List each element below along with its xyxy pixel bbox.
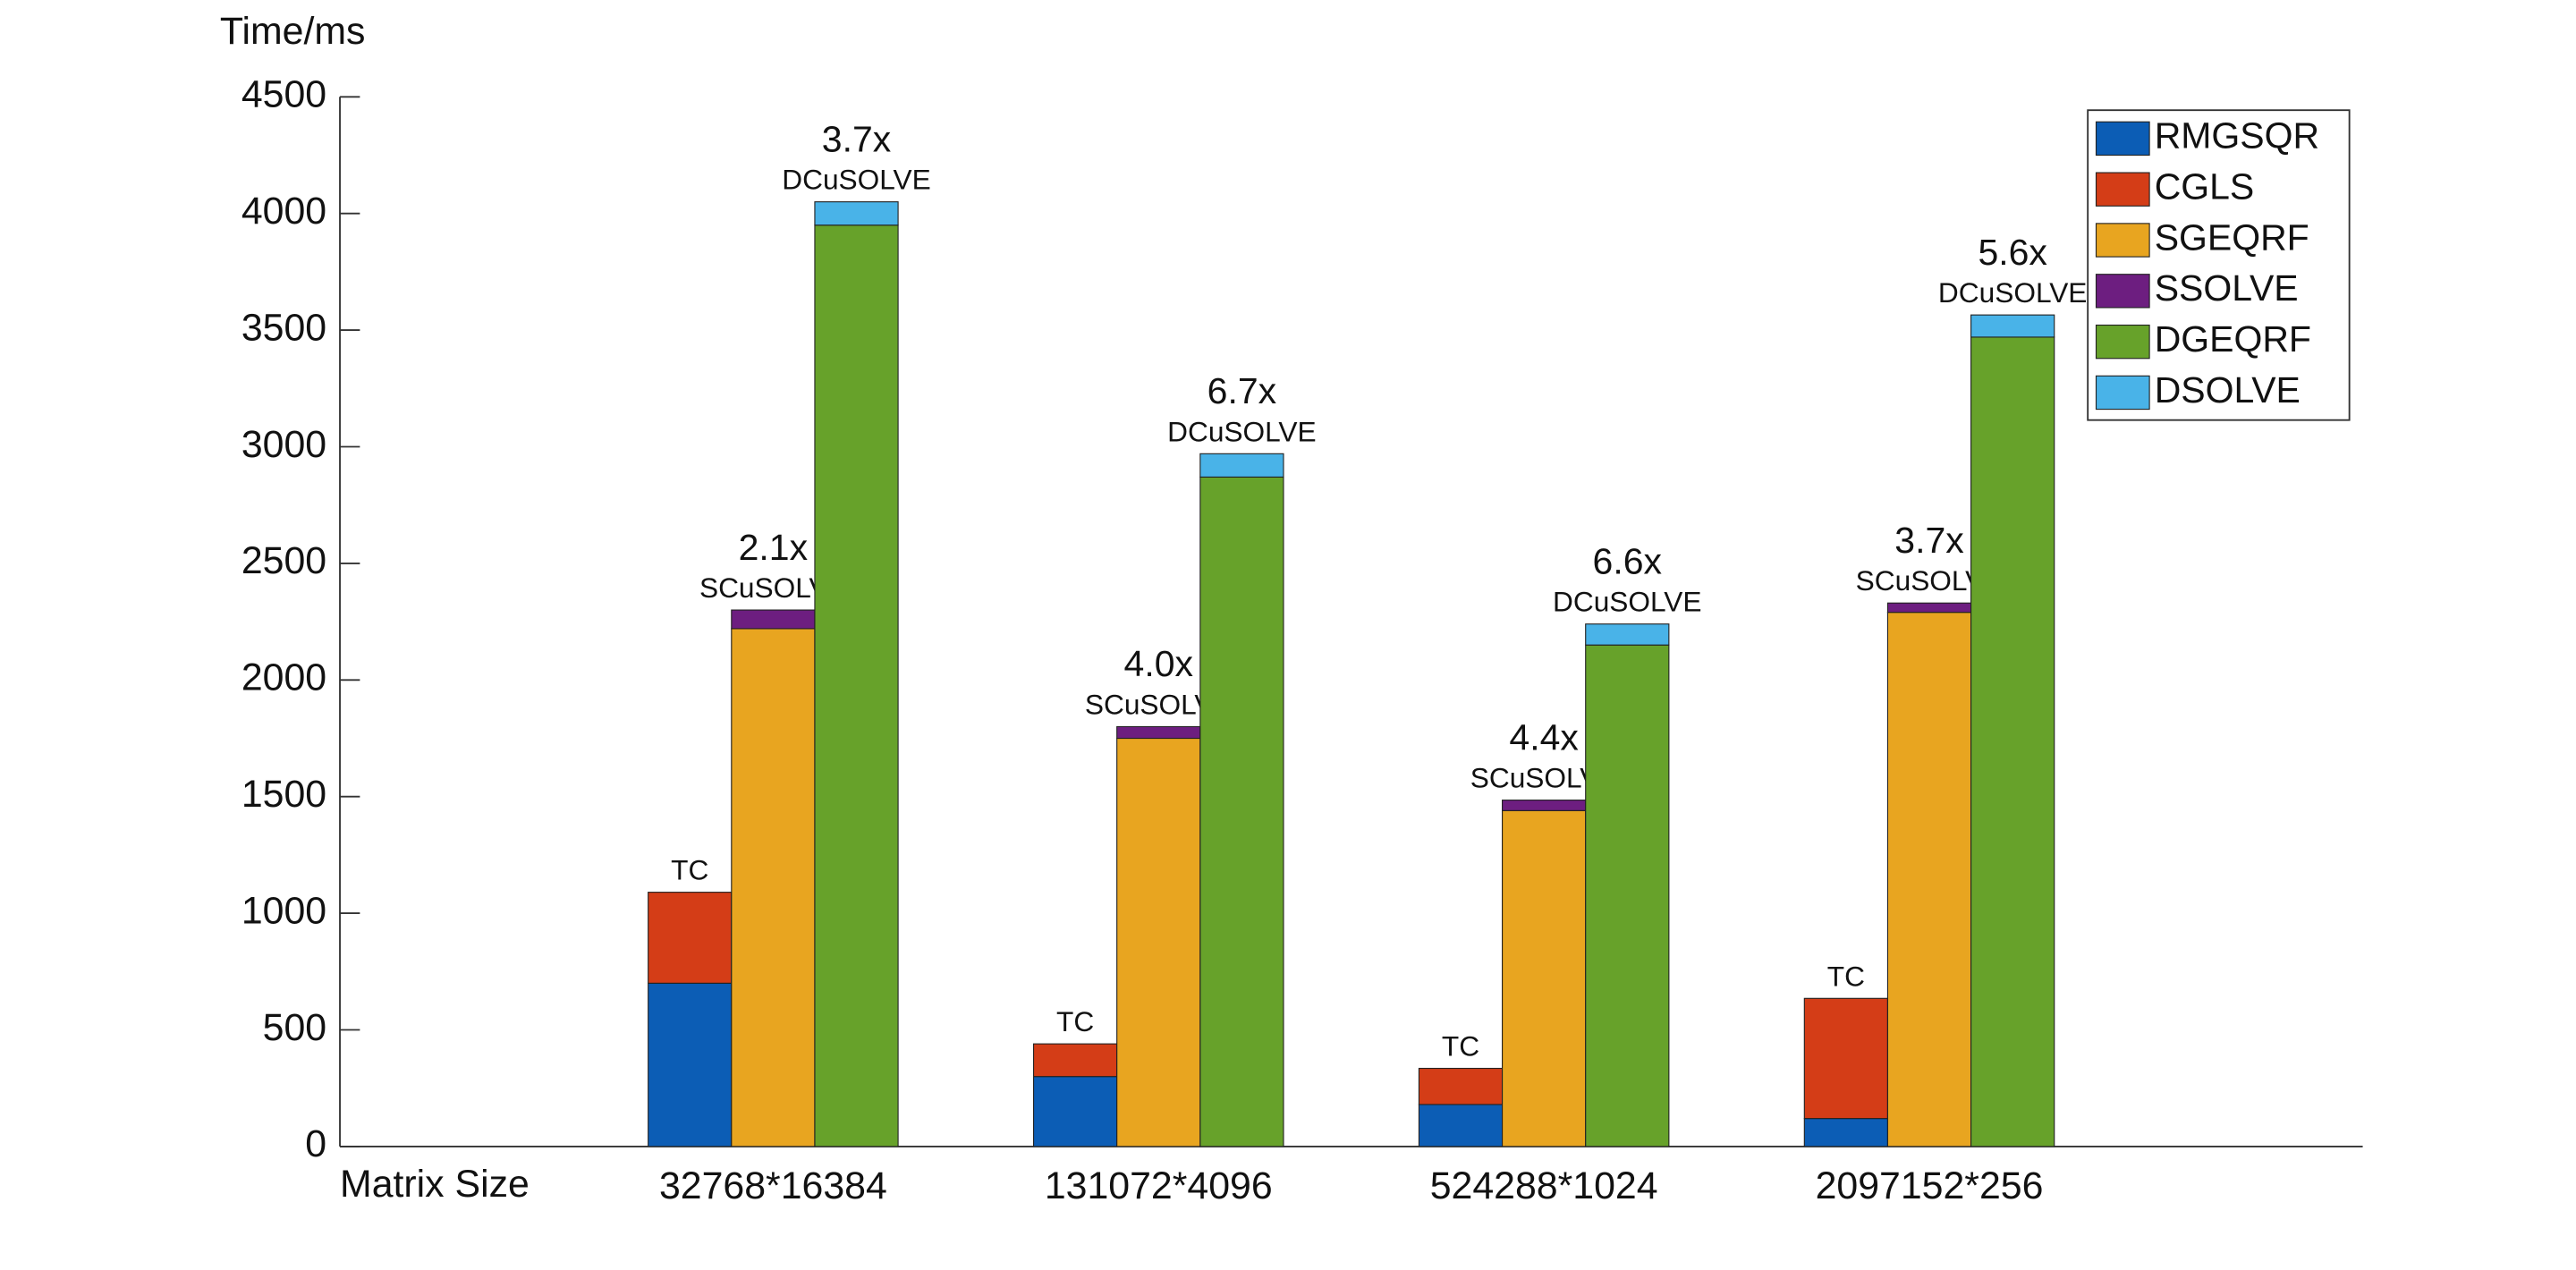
y-tick-label: 3500 xyxy=(242,306,326,349)
stack-label: DCuSOLVE xyxy=(1553,586,1702,618)
y-tick-label: 4500 xyxy=(242,73,326,116)
bar-segment xyxy=(1418,1067,1504,1105)
x-tick-label: 32768*16384 xyxy=(659,1164,887,1207)
stack-label: TC xyxy=(1827,960,1865,992)
y-tick-label: 1500 xyxy=(242,773,326,816)
bar-segment xyxy=(1803,1118,1889,1147)
bar-segment xyxy=(1886,612,1972,1147)
bar-segment xyxy=(1032,1043,1118,1078)
bar-segment xyxy=(1970,336,2055,1147)
legend-label: CGLS xyxy=(2155,166,2255,207)
stack-label: DCuSOLVE xyxy=(782,164,931,196)
bar-segment xyxy=(1116,725,1201,740)
y-tick-label: 0 xyxy=(305,1122,326,1165)
legend-label: SSOLVE xyxy=(2155,267,2299,309)
speedup-label: 6.6x xyxy=(1593,540,1663,581)
bar-segment xyxy=(1585,623,1670,646)
bar-segment xyxy=(1585,644,1670,1147)
bar-segment xyxy=(648,892,733,984)
legend-label: DGEQRF xyxy=(2155,318,2311,360)
bar-segment xyxy=(1970,314,2055,338)
legend-label: SGEQRF xyxy=(2155,216,2309,258)
y-tick-label: 4000 xyxy=(242,190,326,233)
y-axis-label: Time/ms xyxy=(220,10,366,53)
bar-segment xyxy=(648,982,733,1147)
bar-segment xyxy=(1502,809,1587,1147)
stack-label: TC xyxy=(671,854,708,886)
bar-segment xyxy=(1803,997,1889,1120)
legend-swatch xyxy=(2095,274,2150,309)
legend-label: RMGSQR xyxy=(2155,115,2319,157)
speedup-label: 2.1x xyxy=(739,527,809,568)
x-tick-label: 2097152*256 xyxy=(1816,1164,2044,1207)
bar-segment xyxy=(1199,476,1284,1147)
stack-label: DCuSOLVE xyxy=(1167,415,1317,447)
legend-label: DSOLVE xyxy=(2155,369,2301,411)
bar-segment xyxy=(1116,737,1201,1147)
speedup-label: 5.6x xyxy=(1978,232,2047,273)
legend-swatch xyxy=(2095,223,2150,258)
bar-segment xyxy=(1032,1076,1118,1147)
speedup-label: 4.4x xyxy=(1509,716,1579,758)
legend-swatch xyxy=(2095,121,2150,157)
bar-segment xyxy=(1199,453,1284,478)
legend-swatch xyxy=(2095,172,2150,207)
x-tick-label: 524288*1024 xyxy=(1430,1164,1658,1207)
stack-label: TC xyxy=(1442,1030,1479,1063)
speedup-label: 4.0x xyxy=(1124,643,1194,684)
bar-segment xyxy=(1418,1104,1504,1147)
bar-segment xyxy=(1886,602,1972,614)
y-tick-label: 2000 xyxy=(242,656,326,699)
stack-label: TC xyxy=(1056,1005,1094,1037)
stack-label: DCuSOLVE xyxy=(1938,276,2088,309)
y-tick-label: 2500 xyxy=(242,539,326,582)
bar-segment xyxy=(1502,800,1587,811)
legend-box xyxy=(2087,109,2351,421)
bar-segment xyxy=(731,609,816,630)
x-tick-label: 131072*4096 xyxy=(1045,1164,1273,1207)
bar-segment xyxy=(731,628,816,1147)
speedup-label: 6.7x xyxy=(1208,370,1277,411)
y-tick-label: 500 xyxy=(263,1006,326,1049)
y-tick-label: 1000 xyxy=(242,889,326,932)
bar-segment xyxy=(814,224,899,1147)
legend-swatch xyxy=(2095,375,2150,411)
x-axis-label: Matrix Size xyxy=(340,1163,530,1206)
legend-swatch xyxy=(2095,324,2150,360)
speedup-label: 3.7x xyxy=(1894,520,1964,561)
speedup-label: 3.7x xyxy=(822,118,892,159)
y-tick-label: 3000 xyxy=(242,423,326,466)
bar-segment xyxy=(814,201,899,226)
